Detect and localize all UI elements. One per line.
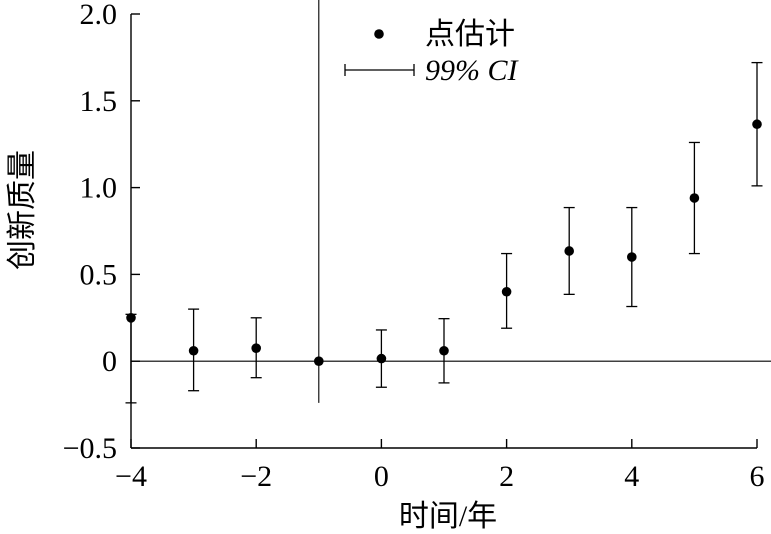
- legend-point-marker: [374, 29, 384, 39]
- point-estimate-marker: [376, 353, 387, 364]
- point-estimates: [126, 119, 762, 367]
- reference-lines: [131, 0, 771, 403]
- point-estimate-marker: [126, 313, 136, 323]
- point-estimate-marker: [752, 119, 762, 130]
- y-axis-title: 创新质量: [6, 150, 39, 270]
- y-tick-label: 0.5: [80, 258, 118, 291]
- legend-point-label: 点估计: [425, 18, 515, 51]
- point-estimate-marker: [627, 252, 637, 262]
- y-tick-label: 1.0: [80, 172, 118, 205]
- x-tick-label: 4: [624, 460, 639, 493]
- point-estimate-marker: [439, 345, 449, 356]
- x-tick-label: −4: [115, 460, 147, 493]
- legend-ci-label: 99% CI: [425, 54, 520, 87]
- x-tick-label: −2: [240, 460, 272, 493]
- legend: 点估计 99% CI: [344, 18, 520, 87]
- point-estimate-marker: [251, 343, 261, 353]
- y-tick-label: 1.5: [80, 85, 118, 118]
- x-tick-label: 6: [750, 460, 765, 493]
- x-tick-label: 2: [499, 460, 514, 493]
- point-estimate-marker: [564, 246, 574, 256]
- point-estimate-marker: [188, 345, 199, 356]
- x-tick-label: 0: [374, 460, 389, 493]
- y-tick-label: 0: [102, 345, 117, 378]
- tick-labels: 2.0 1.5 1.0 0.5 0 −0.5−4 −2 0 2 4 6: [63, 0, 765, 493]
- y-tick-label: −0.5: [63, 432, 117, 465]
- point-estimate-marker: [501, 286, 512, 297]
- point-estimate-marker: [689, 193, 700, 203]
- point-estimate-marker: [314, 356, 324, 367]
- y-tick-label: 2.0: [80, 0, 118, 31]
- x-axis-title: 时间/年: [399, 500, 497, 533]
